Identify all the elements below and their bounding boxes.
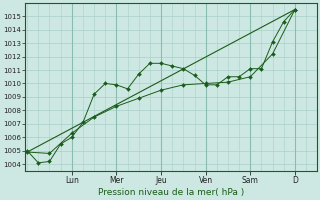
X-axis label: Pression niveau de la mer( hPa ): Pression niveau de la mer( hPa ): [98, 188, 244, 197]
